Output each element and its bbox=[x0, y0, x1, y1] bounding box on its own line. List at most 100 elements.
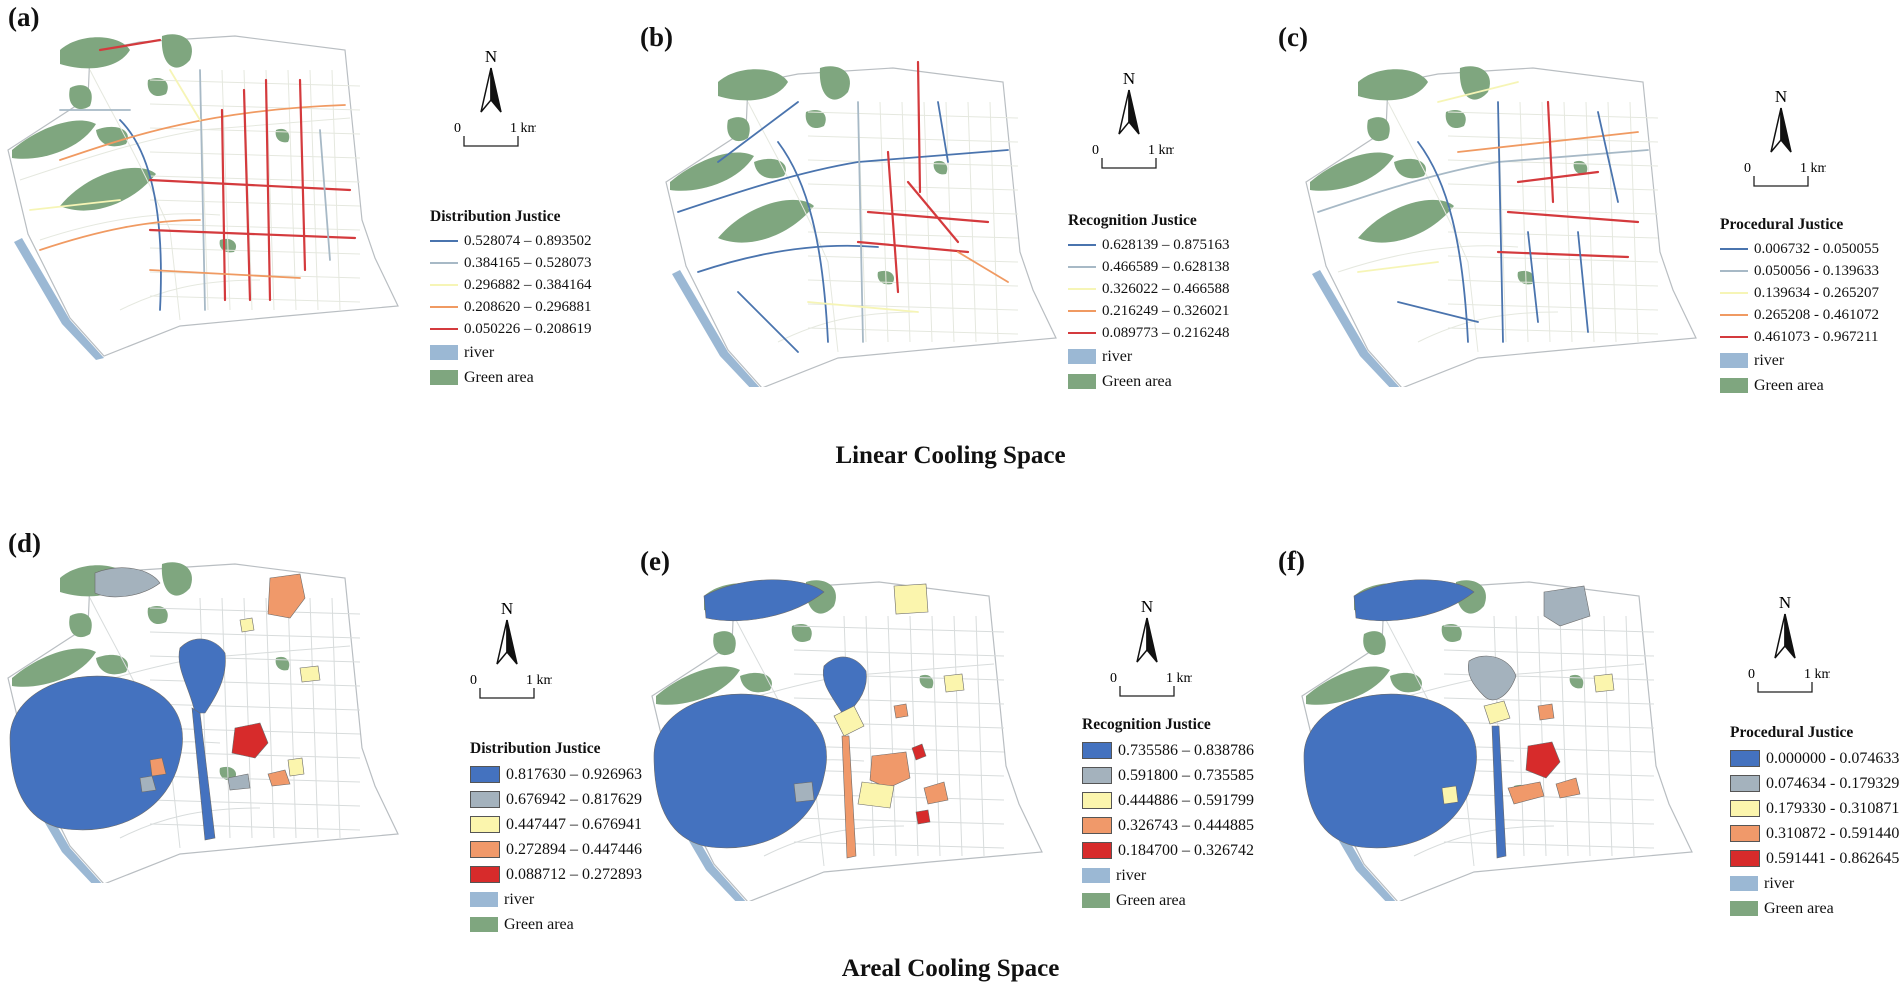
cooling-line-class-4 bbox=[149, 269, 301, 279]
green-area bbox=[69, 613, 92, 638]
legend: Procedural Justice 0.000000 - 0.074633 0.… bbox=[1730, 724, 1899, 921]
cooling-line-class-5 bbox=[916, 60, 922, 194]
north-arrow-icon: N 0 1 km bbox=[1092, 69, 1177, 169]
legend-item: 0.050056 - 0.139633 bbox=[1720, 260, 1879, 282]
panel-label: (e) bbox=[640, 546, 670, 576]
legend-item-green: Green area bbox=[1720, 373, 1879, 398]
road bbox=[793, 745, 1005, 753]
green-area bbox=[12, 120, 96, 159]
cooling-line-class-1 bbox=[1527, 231, 1539, 323]
legend-item: 0.444886 – 0.591799 bbox=[1082, 788, 1254, 813]
scale-end-label: 1 km bbox=[1800, 161, 1826, 176]
road bbox=[1519, 101, 1529, 343]
legend-label: river bbox=[504, 890, 535, 908]
north-arrow-scale: N 0 1 km bbox=[446, 42, 539, 152]
green-area bbox=[740, 672, 772, 693]
cooling-area-class-1 bbox=[1303, 693, 1477, 849]
legend-item: 0.310872 - 0.591440 bbox=[1730, 821, 1899, 846]
arrow-right-half bbox=[1780, 107, 1792, 153]
legend: Recognition Justice 0.735586 – 0.838786 0… bbox=[1082, 716, 1254, 913]
road bbox=[793, 841, 1005, 849]
legend-label: 0.296882 – 0.384164 bbox=[464, 276, 592, 293]
legend-swatch bbox=[1082, 868, 1110, 883]
road bbox=[39, 213, 221, 241]
road bbox=[1515, 615, 1525, 857]
legend-label: Green area bbox=[464, 368, 534, 386]
legend-label: 0.461073 - 0.967211 bbox=[1754, 328, 1879, 345]
road bbox=[119, 279, 261, 311]
legend-label: 0.074634 - 0.179329 bbox=[1766, 774, 1900, 792]
legend-label: Green area bbox=[504, 915, 574, 933]
scale-bar bbox=[479, 688, 535, 699]
legend-item: 0.089773 – 0.216248 bbox=[1068, 322, 1230, 344]
legend-swatch bbox=[430, 328, 458, 330]
north-label: N bbox=[1141, 597, 1153, 616]
north-arrow-scale: N 0 1 km bbox=[1102, 592, 1195, 702]
cooling-line-class-5 bbox=[148, 178, 352, 192]
legend-swatch bbox=[1068, 244, 1096, 246]
cooling-area-class-5 bbox=[911, 743, 927, 761]
green-area bbox=[1390, 672, 1422, 693]
legend-item: 0.591800 – 0.735585 bbox=[1082, 763, 1254, 788]
panel-e: (e) N 0 1 km Recognition Justice 0.735586 … bbox=[634, 528, 1267, 968]
cooling-line-class-5 bbox=[886, 150, 900, 294]
legend-label: 0.179330 - 0.310871 bbox=[1766, 799, 1900, 817]
legend-item: 0.050226 – 0.208619 bbox=[430, 318, 592, 340]
legend-title: Distribution Justice bbox=[430, 208, 561, 225]
road bbox=[989, 101, 999, 343]
road bbox=[149, 703, 361, 711]
legend-swatch bbox=[1082, 817, 1112, 834]
road bbox=[793, 625, 1005, 633]
green-area bbox=[69, 85, 92, 110]
road bbox=[807, 159, 1019, 167]
cooling-line-class-5 bbox=[242, 88, 252, 302]
map-areal bbox=[7, 562, 399, 883]
road bbox=[89, 69, 181, 321]
panel-label: (b) bbox=[640, 22, 673, 52]
map-linear bbox=[7, 34, 399, 360]
legend-swatch bbox=[1082, 893, 1110, 908]
road bbox=[149, 799, 361, 807]
legend-item: 0.466589 – 0.628138 bbox=[1068, 256, 1230, 278]
road bbox=[149, 79, 361, 87]
green-area bbox=[791, 623, 812, 643]
north-label: N bbox=[1779, 593, 1791, 612]
legend: Procedural Justice 0.006732 - 0.050055 0.… bbox=[1720, 216, 1879, 398]
cooling-area-class-5 bbox=[915, 809, 931, 825]
cooling-line-class-4 bbox=[59, 104, 346, 161]
cooling-area-class-4 bbox=[149, 757, 167, 777]
road bbox=[149, 295, 361, 303]
green-area bbox=[656, 666, 740, 705]
panel-a: (a) N 0 1 km Distribution Justice 0.528074… bbox=[0, 0, 633, 440]
road bbox=[879, 101, 889, 343]
cooling-area-class-3 bbox=[943, 673, 965, 693]
road bbox=[221, 597, 231, 839]
road bbox=[1559, 615, 1569, 857]
cooling-area-class-2 bbox=[227, 773, 251, 791]
green-area bbox=[713, 631, 736, 656]
cooling-line-class-1 bbox=[677, 149, 1009, 213]
map-linear bbox=[665, 60, 1057, 387]
road bbox=[1413, 825, 1555, 857]
cooling-area-class-4 bbox=[841, 735, 857, 859]
cooling-lines bbox=[1317, 81, 1649, 343]
arrow-right-half bbox=[1146, 617, 1158, 663]
map-areal bbox=[651, 579, 1043, 901]
north-label: N bbox=[1123, 69, 1135, 88]
legend-item: 0.179330 - 0.310871 bbox=[1730, 796, 1899, 821]
cooling-line-class-1 bbox=[1577, 231, 1589, 333]
legend-item: 0.591441 - 0.862645 bbox=[1730, 846, 1899, 871]
legend-title: Recognition Justice bbox=[1068, 212, 1197, 229]
scale-bar bbox=[1101, 158, 1157, 169]
legend-label: 0.466589 – 0.628138 bbox=[1102, 258, 1230, 275]
legend-label: Green area bbox=[1754, 376, 1824, 394]
green-area bbox=[718, 199, 814, 243]
green-area bbox=[754, 158, 786, 179]
cooling-area-class-1 bbox=[653, 693, 827, 849]
cooling-areas bbox=[1303, 579, 1615, 859]
legend-item: 0.735586 – 0.838786 bbox=[1082, 738, 1254, 763]
legend-label: Green area bbox=[1116, 891, 1186, 909]
legend-item: 0.326022 – 0.466588 bbox=[1068, 278, 1230, 300]
scale-end-label: 1 km bbox=[510, 121, 536, 136]
cooling-line-class-5 bbox=[1506, 210, 1640, 224]
